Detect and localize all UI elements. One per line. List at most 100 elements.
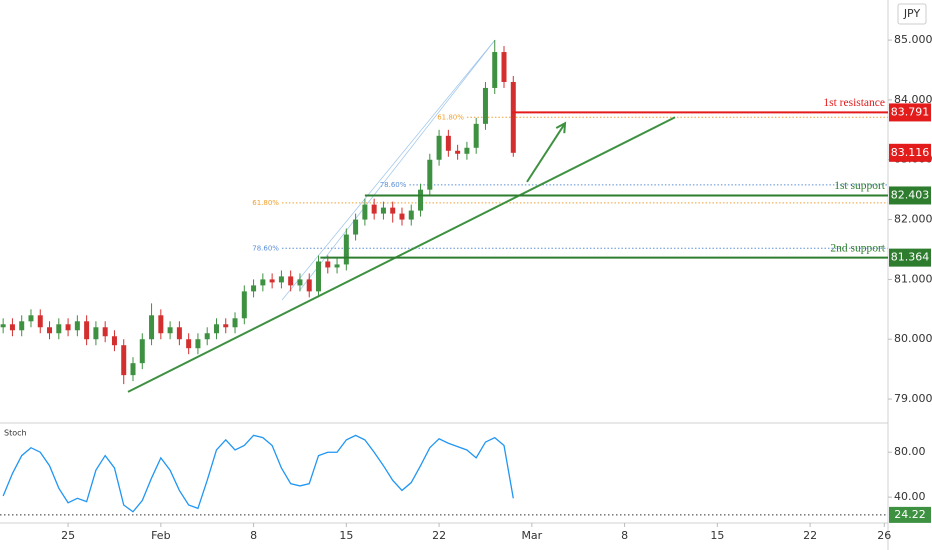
currency-box xyxy=(897,3,927,25)
candle-body xyxy=(278,276,284,283)
candle-body xyxy=(0,324,6,328)
candle-body xyxy=(130,363,136,376)
candle-body xyxy=(121,345,127,376)
candle-body xyxy=(269,279,275,283)
last-price-label: 83.116 xyxy=(891,146,930,159)
candle-body xyxy=(186,339,192,349)
candle-body xyxy=(204,333,210,340)
x-tick-label: Mar xyxy=(521,529,542,542)
level-name: 1st support xyxy=(834,180,886,192)
y-tick-label: 80.000 xyxy=(894,332,932,345)
y-tick-label: 79.000 xyxy=(894,392,932,405)
level-price-box xyxy=(889,186,931,205)
candle-body xyxy=(111,336,117,346)
level-price-box xyxy=(889,103,931,122)
candle-body xyxy=(56,324,62,334)
candle-body xyxy=(390,207,396,214)
candle-body xyxy=(362,204,368,220)
candle-body xyxy=(176,327,182,340)
candle-body xyxy=(455,150,461,154)
candle-body xyxy=(232,318,238,328)
candle-body xyxy=(251,285,257,292)
candle-body xyxy=(167,327,173,334)
candle-body xyxy=(149,315,155,340)
candle-body xyxy=(325,261,331,268)
candle-body xyxy=(353,219,359,235)
x-tick-label: 22 xyxy=(803,529,817,542)
candle-body xyxy=(473,123,479,148)
candle-body xyxy=(19,321,25,331)
x-tick-label: 15 xyxy=(710,529,724,542)
fib-label: 61.80% xyxy=(252,199,279,207)
candle-body xyxy=(445,135,451,151)
candle-body xyxy=(380,207,386,214)
candle-body xyxy=(316,261,322,292)
y-tick-label: 40.00 xyxy=(894,490,926,503)
candle-body xyxy=(436,135,442,160)
candle-body xyxy=(288,276,294,286)
fib-diagonal xyxy=(281,39,496,301)
candle-body xyxy=(464,147,470,154)
candle-body xyxy=(241,291,247,319)
candle-body xyxy=(297,279,303,286)
stoch-line xyxy=(2,434,514,513)
level-price-box xyxy=(889,248,931,267)
y-tick-label: 85.000 xyxy=(894,33,932,46)
trendline xyxy=(127,116,676,393)
candle-body xyxy=(343,234,349,265)
x-tick-label: 8 xyxy=(250,529,257,542)
fib-label: 78.60% xyxy=(380,181,407,189)
level-name: 1st resistance xyxy=(823,97,885,109)
candle-body xyxy=(102,327,108,337)
candle-body xyxy=(37,315,43,328)
candle-body xyxy=(306,279,312,292)
y-tick-label: 82.000 xyxy=(894,213,932,226)
candle-body xyxy=(195,339,201,349)
level-price-label: 81.364 xyxy=(891,251,930,264)
candle-body xyxy=(9,324,15,331)
candle-body xyxy=(427,159,433,190)
level-price-label: 83.791 xyxy=(891,105,930,118)
candle-body xyxy=(334,264,340,268)
candle-body xyxy=(501,52,507,82)
candle-body xyxy=(93,327,99,340)
x-tick-label: 8 xyxy=(621,529,628,542)
candle-body xyxy=(213,324,219,334)
x-tick-label: 25 xyxy=(61,529,75,542)
candle-body xyxy=(510,81,516,153)
x-tick-label: 15 xyxy=(339,529,353,542)
candle-body xyxy=(418,189,424,211)
arrow-head xyxy=(555,121,567,134)
y-tick-label: 84.000 xyxy=(894,93,932,106)
fib-label: 61.80% xyxy=(437,113,464,121)
candle-body xyxy=(47,327,53,334)
candle-body xyxy=(65,324,71,331)
candle-body xyxy=(223,324,229,328)
x-tick-label: 26 xyxy=(877,529,891,542)
level-name: 2nd support xyxy=(830,242,885,254)
candle-body xyxy=(260,279,266,286)
arrow xyxy=(526,122,566,183)
candle-body xyxy=(84,321,90,340)
fib-diagonal xyxy=(299,39,496,291)
last-price-box xyxy=(889,143,931,162)
candle-body xyxy=(399,213,405,220)
candle-body xyxy=(139,339,145,364)
candle-body xyxy=(408,210,414,220)
stoch-level-box xyxy=(889,506,931,523)
stoch-level-label: 24.22 xyxy=(894,508,926,521)
candle-body xyxy=(492,52,498,88)
x-tick-label: Feb xyxy=(151,529,170,542)
candle-body xyxy=(74,321,80,331)
candle-body xyxy=(158,315,164,334)
currency-label: JPY xyxy=(903,7,921,20)
candle-body xyxy=(28,315,34,322)
candle-body xyxy=(371,204,377,214)
stoch-title: Stoch xyxy=(4,429,27,438)
y-tick-label: 81.000 xyxy=(894,272,932,285)
y-tick-label: 80.00 xyxy=(894,445,926,458)
fib-label: 78.60% xyxy=(252,244,279,252)
